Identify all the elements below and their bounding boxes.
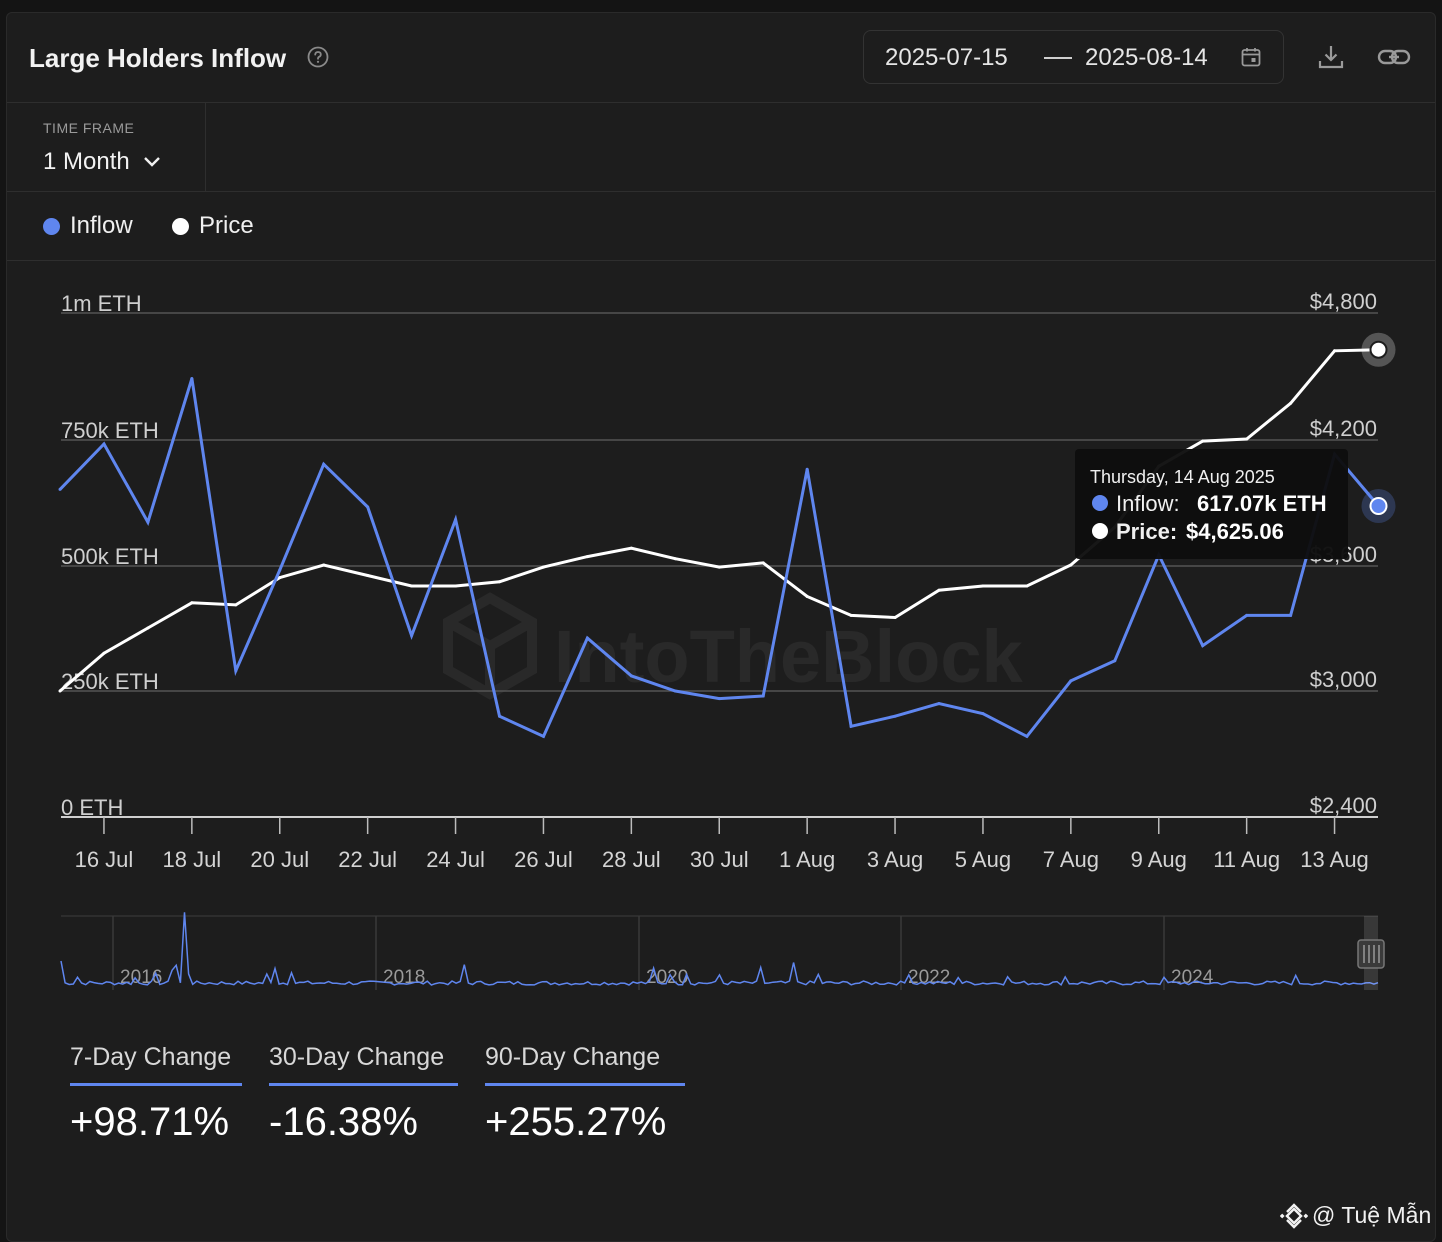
credit-text: @ Tuệ Mẫn <box>1312 1202 1432 1228</box>
legend-dot-inflow <box>43 218 60 235</box>
chart-title: Large Holders Inflow <box>29 43 287 73</box>
date-range-picker[interactable]: 2025-07-15 2025-08-14 <box>863 30 1284 84</box>
change-90-day[interactable]: 90-Day Change +255.27% <box>485 1043 685 1145</box>
timeframe-label: TIME FRAME <box>43 120 135 136</box>
controls-row: TIME FRAME 1 Month <box>7 103 1435 192</box>
timeframe-selector[interactable]: TIME FRAME 1 Month <box>7 103 206 191</box>
change-label-30-day: 30-Day Change <box>269 1043 445 1071</box>
card-header: Large Holders Inflow 2025-07-15 2025-08-… <box>7 13 1435 103</box>
chevron-down-icon[interactable] <box>143 155 161 169</box>
change-stats: 7-Day Change +98.71% 30-Day Change -16.3… <box>7 1043 1435 1183</box>
legend-dot-price <box>172 218 189 235</box>
change-underline-30-day <box>269 1083 458 1086</box>
question-circle-icon[interactable] <box>307 46 329 68</box>
change-30-day[interactable]: 30-Day Change -16.38% <box>269 1043 458 1145</box>
change-label-90-day: 90-Day Change <box>485 1043 661 1071</box>
change-label-7-day: 7-Day Change <box>70 1043 232 1071</box>
change-underline-7-day <box>70 1083 242 1086</box>
date-start[interactable]: 2025-07-15 <box>885 44 1008 71</box>
binance-logo-icon <box>1280 1203 1308 1229</box>
legend: Inflow Price <box>7 192 1435 261</box>
timeframe-value[interactable]: 1 Month <box>43 148 130 175</box>
date-end[interactable]: 2025-08-14 <box>1085 44 1208 71</box>
date-separator <box>1044 57 1072 59</box>
change-value-7-day: +98.71% <box>70 1100 230 1144</box>
change-underline-90-day <box>485 1083 685 1086</box>
legend-label-inflow: Inflow <box>70 212 133 239</box>
change-7-day[interactable]: 7-Day Change +98.71% <box>70 1043 242 1145</box>
download-icon[interactable] <box>1317 43 1345 71</box>
link-icon[interactable] <box>1377 44 1411 70</box>
legend-label-price: Price <box>199 212 254 239</box>
change-value-90-day: +255.27% <box>485 1100 667 1144</box>
chart-card: Large Holders Inflow 2025-07-15 2025-08-… <box>6 12 1436 1242</box>
change-value-30-day: -16.38% <box>269 1100 418 1144</box>
calendar-icon[interactable] <box>1240 46 1262 68</box>
